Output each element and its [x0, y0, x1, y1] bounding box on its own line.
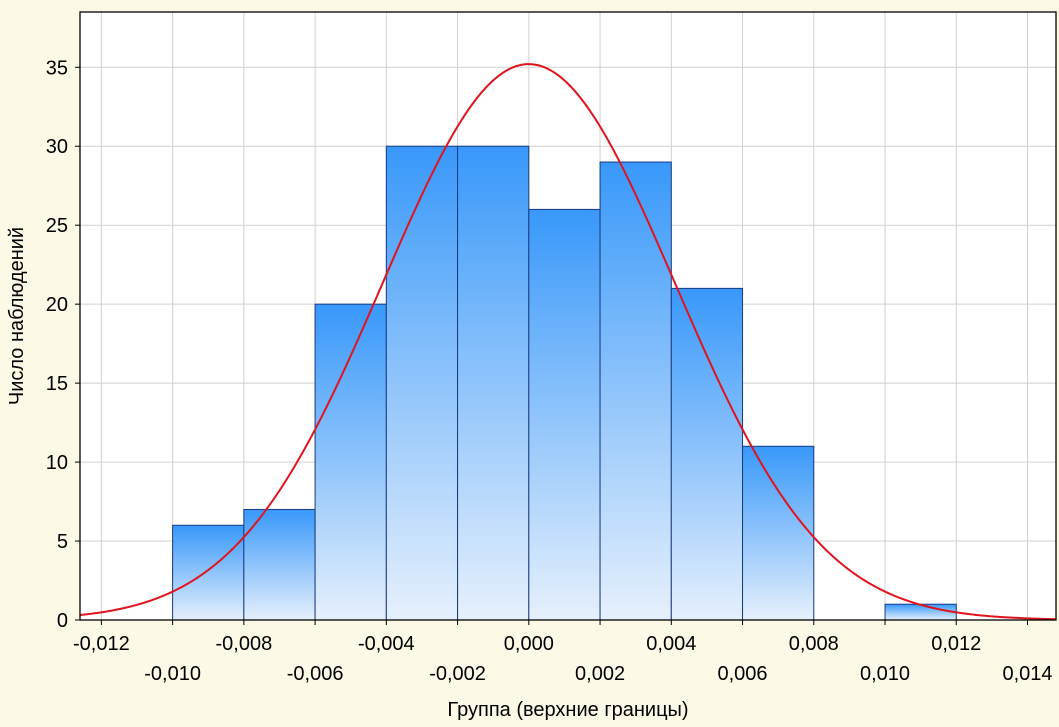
- y-axis-label: Число наблюдений: [6, 227, 28, 405]
- x-tick-label: 0,002: [575, 663, 625, 685]
- histogram-bar: [599, 161, 672, 621]
- y-tick-label: 15: [46, 373, 68, 395]
- x-tick-label: 0,012: [931, 633, 981, 655]
- histogram-bar: [172, 524, 245, 621]
- histogram-bar: [385, 145, 459, 621]
- normal-curve: [79, 63, 1057, 621]
- histogram-bar: [670, 287, 744, 621]
- x-tick-label: -0,012: [73, 633, 130, 655]
- x-tick-label: 0,004: [646, 633, 696, 655]
- x-axis-label: Группа (верхние границы): [447, 699, 688, 721]
- x-tick-label: 0,006: [718, 663, 768, 685]
- x-tick-label: -0,004: [358, 633, 415, 655]
- x-tick-label: 0,008: [789, 633, 839, 655]
- plot-frame: [79, 11, 1057, 621]
- y-tick-label: 0: [57, 610, 68, 632]
- x-tick-label: 0,014: [1002, 663, 1052, 685]
- x-tick-label: -0,006: [287, 663, 344, 685]
- y-axis-ticks: 0 5 10 15 20 25 30 35: [46, 57, 80, 632]
- normal-curve-layer: [79, 63, 1057, 621]
- x-tick-label: -0,002: [429, 663, 486, 685]
- histogram-bar: [457, 145, 530, 621]
- y-tick-label: 5: [57, 531, 68, 553]
- y-tick-label: 20: [46, 294, 68, 316]
- histogram-bar: [528, 208, 601, 621]
- y-tick-label: 10: [46, 452, 68, 474]
- histogram-bars: [172, 145, 957, 621]
- x-axis-ticks: -0,012 -0,010 -0,008 -0,006 -0,004 -0,002 0,00…: [73, 620, 1053, 685]
- y-tick-label: 30: [46, 136, 68, 158]
- histogram-bar: [314, 303, 387, 621]
- y-tick-label: 35: [46, 57, 68, 79]
- x-tick-label: -0,010: [144, 663, 201, 685]
- histogram-bar: [742, 445, 815, 621]
- x-tick-label: 0,000: [504, 633, 554, 655]
- x-tick-label: -0,008: [215, 633, 272, 655]
- y-tick-label: 25: [46, 215, 68, 237]
- histogram-bar: [884, 603, 957, 621]
- x-tick-label: 0,010: [860, 663, 910, 685]
